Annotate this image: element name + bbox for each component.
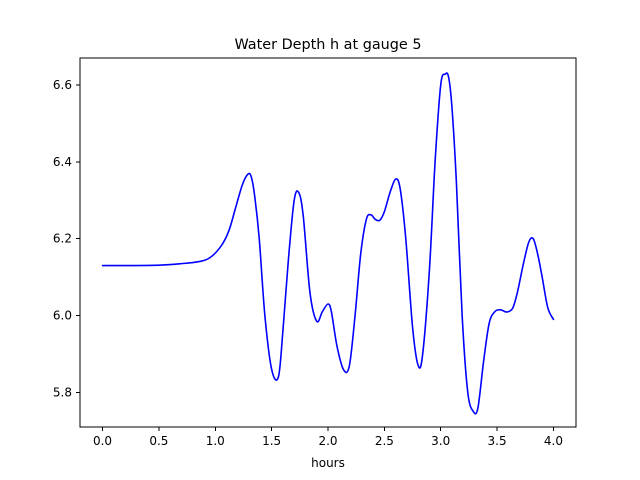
- x-tick-label: 0.0: [93, 434, 112, 448]
- chart-title: Water Depth h at gauge 5: [234, 37, 421, 53]
- x-tick-label: 2.0: [318, 434, 337, 448]
- plot-area: [79, 57, 577, 428]
- x-tick-label: 3.0: [431, 434, 450, 448]
- x-tick-label: 1.5: [262, 434, 281, 448]
- x-tick-label: 2.5: [375, 434, 394, 448]
- x-tick-label: 4.0: [544, 434, 563, 448]
- x-ticks: 0.0 0.5 1.0 1.5 2.0 2.5 3.0 3.5 4.0: [93, 427, 563, 448]
- series-line-0: [101, 72, 555, 415]
- x-tick-label: 0.5: [149, 434, 168, 448]
- y-tick-label: 5.8: [53, 385, 72, 399]
- x-axis-label: hours: [311, 456, 345, 470]
- y-tick-label: 6.4: [53, 155, 72, 169]
- series-layer: [101, 72, 555, 415]
- y-tick-label: 6.6: [53, 78, 72, 92]
- y-ticks: 5.8 6.0 6.2 6.4 6.6: [53, 78, 80, 399]
- x-tick-label: 3.5: [488, 434, 507, 448]
- plot-frame: [79, 57, 577, 428]
- x-tick-label: 1.0: [206, 434, 225, 448]
- y-tick-label: 6.0: [53, 309, 72, 323]
- y-tick-label: 6.2: [53, 232, 72, 246]
